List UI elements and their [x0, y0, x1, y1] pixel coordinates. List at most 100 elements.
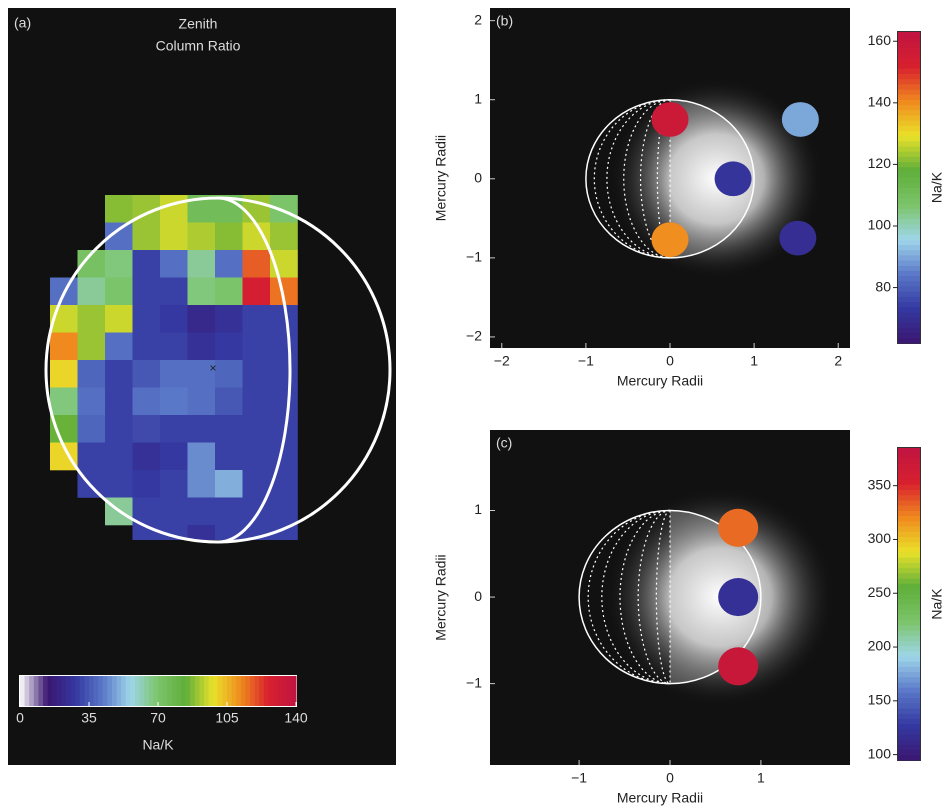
colorbar-cell	[898, 203, 920, 209]
x-axis-label: Mercury Radii	[617, 373, 703, 389]
colorbar-cell	[898, 505, 920, 511]
colorbar-cell	[898, 302, 920, 308]
colorbar-cell	[898, 750, 920, 756]
colorbar-tick-label: 140	[868, 94, 892, 110]
panel-label: (a)	[14, 15, 31, 31]
colorbar-cell	[898, 562, 920, 568]
colorbar-cell	[898, 500, 920, 506]
colorbar-cell	[71, 676, 76, 706]
colorbar-cell	[898, 588, 920, 594]
colorbar-cell	[898, 552, 920, 558]
colorbar-cell	[898, 110, 920, 116]
heatmap-cell	[160, 223, 188, 251]
measurement-disk	[718, 578, 758, 616]
heatmap-cell	[188, 415, 216, 443]
heatmap-cell	[105, 388, 133, 416]
colorbar-cell	[898, 94, 920, 100]
colorbar-cell	[898, 682, 920, 688]
colorbar-cell	[898, 739, 920, 745]
measurement-disk	[718, 509, 758, 547]
colorbar-tick-label: 120	[868, 155, 892, 171]
colorbar-cell	[264, 676, 269, 706]
colorbar-cell	[898, 547, 920, 553]
y-tick-label: 0	[474, 588, 482, 604]
heatmap-cell	[188, 498, 216, 526]
colorbar-cell	[209, 676, 214, 706]
x-tick-label: 1	[757, 770, 765, 786]
colorbar-cell	[898, 265, 920, 271]
heatmap-cell	[270, 333, 298, 361]
colorbar-cell	[898, 255, 920, 261]
heatmap-cell	[270, 305, 298, 333]
heatmap-cell	[188, 443, 216, 471]
measurement-disk	[782, 102, 819, 137]
colorbar-cell	[898, 474, 920, 480]
colorbar-cell	[121, 676, 126, 706]
heatmap-cell	[78, 415, 106, 443]
measurement-disk	[651, 222, 688, 257]
colorbar-cell	[898, 234, 920, 240]
colorbar-cell	[898, 125, 920, 131]
colorbar-cell	[898, 625, 920, 631]
colorbar-cell	[898, 333, 920, 339]
colorbar-cell	[898, 229, 920, 235]
heatmap-cell	[133, 470, 161, 498]
colorbar-cell	[57, 676, 62, 706]
measurement-disk	[779, 221, 816, 256]
colorbar-cell	[898, 136, 920, 142]
colorbar-tick-label: 250	[868, 584, 892, 600]
colorbar-cell	[144, 676, 149, 706]
heatmap-cell	[243, 360, 271, 388]
colorbar-cell	[98, 676, 103, 706]
heatmap-cell	[243, 443, 271, 471]
colorbar-cell	[898, 516, 920, 522]
colorbar-cell	[898, 729, 920, 735]
heatmap-cell	[160, 498, 188, 526]
colorbar-cell	[218, 676, 223, 706]
colorbar-cell	[898, 172, 920, 178]
heatmap-cell	[243, 250, 271, 278]
colorbar-cell	[898, 177, 920, 183]
colorbar-tick-label: 100	[868, 745, 892, 761]
heatmap-cell	[160, 388, 188, 416]
heatmap-cell	[133, 360, 161, 388]
colorbar-cell	[898, 198, 920, 204]
colorbar-cell	[43, 676, 48, 706]
heatmap-cell	[160, 470, 188, 498]
colorbar-cell	[898, 188, 920, 194]
colorbar-cell	[898, 708, 920, 714]
colorbar-cell	[898, 89, 920, 95]
colorbar-cell	[898, 635, 920, 641]
x-tick-label: 0	[666, 353, 674, 369]
heatmap-cell	[243, 278, 271, 306]
colorbar-cell	[66, 676, 71, 706]
colorbar-cell	[190, 676, 195, 706]
colorbar-cell	[898, 276, 920, 282]
x-tick-label: 1	[750, 353, 758, 369]
panel-label: (b)	[496, 13, 513, 29]
colorbar-cell	[898, 713, 920, 719]
x-tick-label: −2	[494, 353, 510, 369]
colorbar-cell	[898, 84, 920, 90]
heatmap-cell	[105, 360, 133, 388]
colorbar-cell	[898, 526, 920, 532]
heatmap-cell	[188, 278, 216, 306]
colorbar-cell	[167, 676, 172, 706]
colorbar-cell	[898, 656, 920, 662]
colorbar-cell	[38, 676, 43, 706]
heatmap-cell	[215, 250, 243, 278]
heatmap-cell	[215, 443, 243, 471]
colorbar-cell	[898, 120, 920, 126]
colorbar-cell	[898, 573, 920, 579]
heatmap-cell	[188, 305, 216, 333]
colorbar-cell	[898, 32, 920, 38]
heatmap-cell	[105, 415, 133, 443]
colorbar-cell	[126, 676, 131, 706]
colorbar-cell	[898, 620, 920, 626]
colorbar-cell	[172, 676, 177, 706]
colorbar-cell	[898, 307, 920, 313]
colorbar-cell	[898, 312, 920, 318]
colorbar-cell	[232, 676, 237, 706]
colorbar-cell	[898, 599, 920, 605]
colorbar-cell	[153, 676, 158, 706]
